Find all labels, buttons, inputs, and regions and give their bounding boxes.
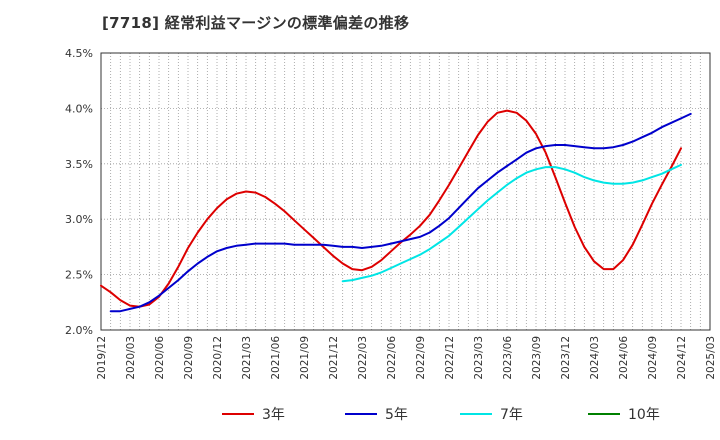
x-tick-label: 2021/03 (241, 336, 253, 380)
series-line-1 (100, 109, 682, 308)
y-tick-label: 4.5% (65, 47, 93, 60)
legend-label-4: 10年 (628, 407, 660, 423)
y-tick-label: 4.0% (65, 102, 93, 115)
x-tick-label: 2024/06 (618, 336, 630, 380)
y-tick-label: 3.0% (65, 213, 93, 226)
legend-label-1: 3年 (262, 407, 285, 423)
x-tick-label: 2022/09 (415, 336, 427, 380)
series-line-2 (109, 112, 692, 313)
x-tick-label: 2023/06 (502, 336, 514, 380)
x-tick-label: 2025/03 (705, 336, 717, 380)
x-tick-label: 2020/06 (154, 336, 166, 380)
legend-label-3: 7年 (500, 407, 523, 423)
x-tick-label: 2021/06 (270, 336, 282, 380)
y-tick-label: 2.5% (65, 269, 93, 282)
x-axis-tick-labels: 2019/12 2020/03 2020/06 2020/09 2020/12 2021/… (96, 336, 717, 380)
y-tick-label: 3.5% (65, 158, 93, 171)
plot-frame (100, 52, 711, 331)
x-tick-label: 2022/12 (444, 336, 456, 380)
x-tick-label: 2019/12 (96, 336, 108, 380)
legend-label-2: 5年 (385, 407, 408, 423)
x-tick-label: 2022/06 (386, 336, 398, 380)
x-tick-label: 2023/12 (560, 336, 572, 380)
x-tick-label: 2020/12 (212, 336, 224, 380)
plot-area (101, 53, 710, 330)
x-tick-label: 2022/03 (357, 336, 369, 380)
x-tick-label: 2021/09 (299, 336, 311, 380)
x-tick-label: 2024/12 (676, 336, 688, 380)
x-tick-label: 2024/03 (589, 336, 601, 380)
chart-title: [7718] 経常利益マージンの標準偏差の推移 (102, 14, 410, 32)
x-tick-label: 2020/09 (183, 336, 195, 380)
vertical-gridlines (110, 53, 701, 330)
legend: 3年 5年 7年 10年 (222, 407, 660, 423)
x-tick-label: 2023/09 (531, 336, 543, 380)
horizontal-gridlines (101, 108, 710, 276)
x-tick-label: 2020/03 (125, 336, 137, 380)
series-lines (100, 109, 692, 313)
y-axis-tick-labels: 2.0% 2.5% 3.0% 3.5% 4.0% 4.5% (65, 47, 93, 337)
x-tick-label: 2021/12 (328, 336, 340, 380)
x-tick-label: 2023/03 (473, 336, 485, 380)
x-tick-label: 2024/09 (647, 336, 659, 380)
y-tick-label: 2.0% (65, 324, 93, 337)
series-line-3 (341, 163, 682, 283)
